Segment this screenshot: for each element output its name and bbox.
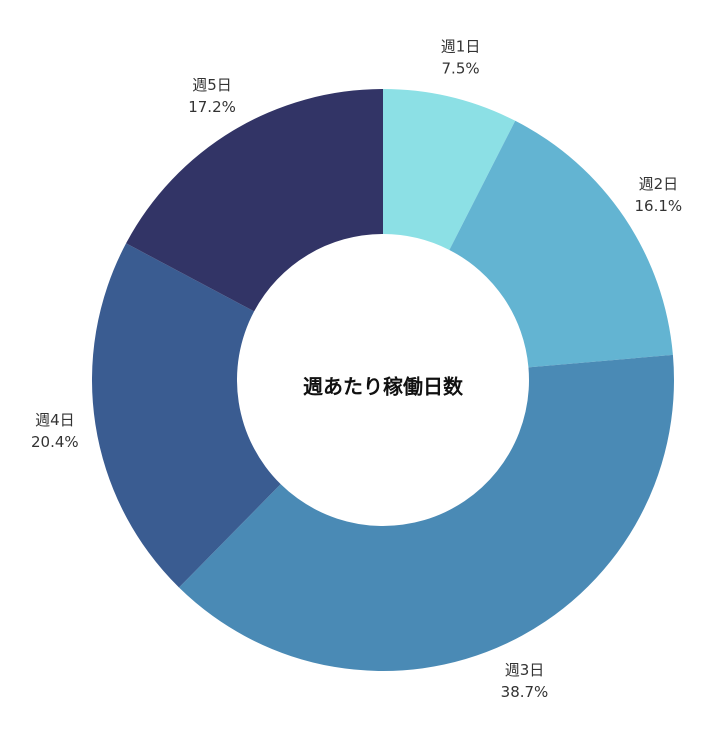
slice-4-category-label: 週4日 xyxy=(35,411,75,429)
slice-2 xyxy=(449,120,673,368)
slice-5-category-label: 週5日 xyxy=(192,76,232,94)
slice-5 xyxy=(126,89,383,312)
slice-4-value-label: 20.4% xyxy=(31,433,79,451)
slice-4 xyxy=(91,243,281,588)
slice-3-value-label: 38.7% xyxy=(501,683,549,701)
slice-1 xyxy=(383,89,516,250)
slice-5-value-label: 17.2% xyxy=(188,98,236,116)
slice-1-category-label: 週1日 xyxy=(441,38,481,56)
slice-labels-group: 週1日 7.5% 週2日 16.1% 週3日 38.7% 週4日 20.4% 週5日 17.2% xyxy=(31,38,682,701)
slice-2-category-label: 週2日 xyxy=(639,175,679,193)
slice-3-category-label: 週3日 xyxy=(505,661,545,679)
slice-3 xyxy=(179,354,674,672)
center-title: 週あたり稼働日数 xyxy=(303,375,464,399)
slice-2-value-label: 16.1% xyxy=(635,197,683,215)
slices-group xyxy=(91,89,674,672)
slice-1-value-label: 7.5% xyxy=(442,60,480,78)
